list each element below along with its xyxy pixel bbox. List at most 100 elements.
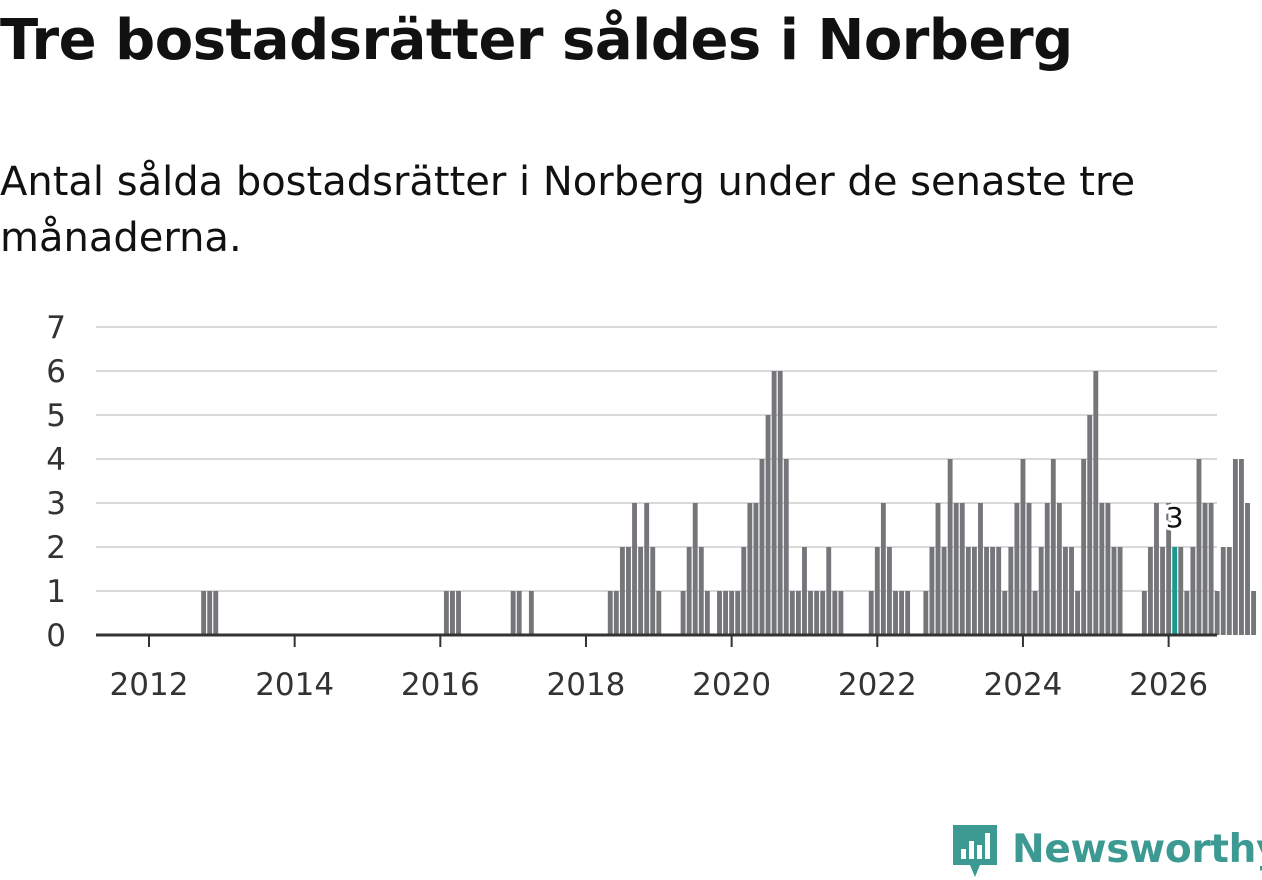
bar xyxy=(1232,459,1238,635)
y-axis-ticks: 0 1 2 3 4 5 6 7 xyxy=(46,310,66,654)
bar xyxy=(704,591,710,635)
bar xyxy=(808,591,813,635)
highlight-annotation: 3 xyxy=(1163,498,1187,537)
bar xyxy=(1214,591,1220,635)
bar xyxy=(971,547,977,635)
bar xyxy=(1111,547,1117,635)
x-tick-label: 2022 xyxy=(838,667,917,703)
bar xyxy=(1147,547,1153,635)
bar xyxy=(1160,547,1165,635)
y-tick-label: 2 xyxy=(46,530,66,566)
bar xyxy=(777,371,783,635)
bar xyxy=(1196,459,1202,635)
grid-lines xyxy=(96,326,1217,592)
x-tick-label: 2016 xyxy=(401,667,480,703)
bar xyxy=(771,371,777,635)
bar xyxy=(899,591,905,635)
highlight-bar xyxy=(1172,547,1178,635)
bar xyxy=(1154,503,1159,635)
bar xyxy=(838,591,844,635)
bar xyxy=(759,459,765,635)
bar xyxy=(1117,547,1123,635)
bar xyxy=(698,547,704,635)
bar xyxy=(1093,371,1099,635)
bar xyxy=(1014,503,1020,635)
bar xyxy=(1226,547,1232,635)
bar xyxy=(1081,459,1087,635)
bar xyxy=(644,503,650,635)
bar xyxy=(923,591,929,635)
bar xyxy=(632,503,637,635)
bar xyxy=(1239,459,1244,635)
bar xyxy=(1202,503,1208,635)
bar xyxy=(213,591,219,635)
bar xyxy=(1220,547,1226,635)
bar xyxy=(880,503,886,635)
bar xyxy=(1050,459,1056,635)
bar xyxy=(783,459,789,635)
chart-subtitle: Antal sålda bostadsrätter i Norberg unde… xyxy=(0,159,1136,261)
bar xyxy=(1141,591,1147,635)
bar xyxy=(1099,503,1105,635)
bar xyxy=(820,591,826,635)
bar xyxy=(1026,503,1032,635)
bar xyxy=(1190,547,1196,635)
y-tick-label: 1 xyxy=(46,574,66,610)
y-tick-label: 0 xyxy=(46,618,66,654)
bar xyxy=(814,591,820,635)
bar xyxy=(1178,547,1184,635)
bar xyxy=(1063,547,1068,635)
bar-chart: 0 1 2 3 4 5 6 7 2012 2014 2016 2018 2020 2022 2024 202… xyxy=(46,310,1257,703)
bar xyxy=(802,547,807,635)
y-tick-label: 3 xyxy=(46,486,66,522)
x-tick-label: 2026 xyxy=(1129,667,1208,703)
bar xyxy=(650,547,656,635)
bar xyxy=(1087,415,1093,635)
bar xyxy=(741,547,747,635)
bar xyxy=(1251,591,1257,635)
x-tick-label: 2014 xyxy=(255,667,334,703)
bar xyxy=(510,591,516,635)
bar xyxy=(686,547,692,635)
newsworthy-logo-icon xyxy=(953,825,997,877)
bar xyxy=(1208,503,1214,635)
bar xyxy=(626,547,631,635)
x-tick-label: 2024 xyxy=(984,667,1063,703)
bar xyxy=(443,591,449,635)
x-tick-label: 2018 xyxy=(547,667,626,703)
bar xyxy=(765,415,771,635)
bar xyxy=(1020,459,1026,635)
bar xyxy=(753,503,759,635)
bar xyxy=(1184,591,1190,635)
bar xyxy=(953,503,959,635)
bar xyxy=(959,503,965,635)
bar xyxy=(201,591,207,635)
bar xyxy=(1008,547,1014,635)
bar xyxy=(613,591,619,635)
bar xyxy=(789,591,795,635)
bar xyxy=(795,591,801,635)
bars xyxy=(201,371,1257,635)
bar xyxy=(905,591,911,635)
bar xyxy=(1166,503,1172,635)
bar xyxy=(887,547,892,635)
bar xyxy=(656,591,662,635)
bar xyxy=(450,591,455,635)
bar xyxy=(1002,591,1008,635)
bar xyxy=(935,503,941,635)
brand-name: Newsworthy xyxy=(1012,826,1262,872)
bar xyxy=(874,547,880,635)
chart-title: Tre bostadsrätter såldes i Norberg xyxy=(0,8,1073,73)
bar xyxy=(1032,591,1038,635)
bar xyxy=(528,591,534,635)
bar xyxy=(1075,591,1081,635)
y-tick-label: 5 xyxy=(46,398,66,434)
bar xyxy=(1038,547,1044,635)
bar xyxy=(990,547,996,635)
y-tick-label: 4 xyxy=(46,442,66,478)
bar xyxy=(692,503,698,635)
bar xyxy=(1105,503,1111,635)
highlight-value-label: 3 xyxy=(1166,501,1184,534)
x-axis-ticks: 2012 2014 2016 2018 2020 2022 2024 2026 xyxy=(110,635,1208,703)
bar xyxy=(207,591,213,635)
